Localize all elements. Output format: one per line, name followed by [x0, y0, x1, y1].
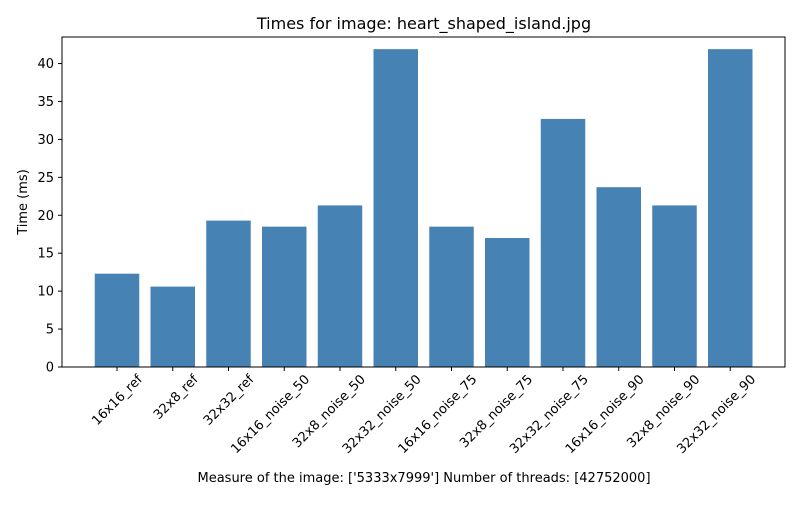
- bar-32x32_noise_50: [373, 49, 418, 367]
- y-tick-label: 15: [37, 247, 54, 262]
- x-tick-label-16x16_ref: 16x16_ref: [89, 372, 146, 429]
- bars-layer: [94, 49, 753, 368]
- plot-frame: [61, 36, 786, 368]
- y-tick-label: 5: [46, 323, 54, 338]
- bar-32x32_ref: [206, 220, 251, 367]
- bar-32x32_noise_90: [708, 49, 753, 367]
- bar-32x32_noise_75: [540, 118, 586, 368]
- y-tick-label: 35: [37, 95, 54, 110]
- bar-32x8_noise_90: [652, 205, 697, 367]
- y-tick-label: 25: [37, 171, 54, 186]
- x-tick-label-32x32_ref: 32x32_ref: [201, 372, 258, 429]
- x-tick-label-32x8_ref: 32x8_ref: [151, 372, 202, 423]
- bar-16x16_ref: [94, 273, 140, 367]
- y-tick-label: 20: [37, 209, 54, 224]
- bar-32x8_noise_75: [485, 238, 530, 367]
- bar-16x16_noise_90: [596, 187, 641, 367]
- x-axis-label: Measure of the image: ['5333x7999'] Numb…: [197, 471, 650, 486]
- y-tick-label: 10: [37, 285, 54, 300]
- y-tick-label: 40: [37, 57, 54, 72]
- bar-32x8_ref: [150, 286, 195, 367]
- y-tick-label: 30: [37, 133, 54, 148]
- chart-title: Times for image: heart_shaped_island.jpg: [256, 14, 591, 34]
- bar-32x8_noise_50: [317, 205, 363, 367]
- y-tick-label: 0: [46, 361, 54, 376]
- bar-16x16_noise_75: [429, 226, 474, 367]
- axes-layer: [61, 36, 786, 368]
- x-ticks: 16x16_ref 32x8_ref 32x32_ref16x16_noise_50…: [89, 367, 759, 457]
- y-axis-label: Time (ms): [16, 169, 31, 236]
- y-ticks: 0 5 10 15 20 25 30 35 40: [37, 57, 62, 376]
- bar-16x16_noise_50: [262, 226, 307, 367]
